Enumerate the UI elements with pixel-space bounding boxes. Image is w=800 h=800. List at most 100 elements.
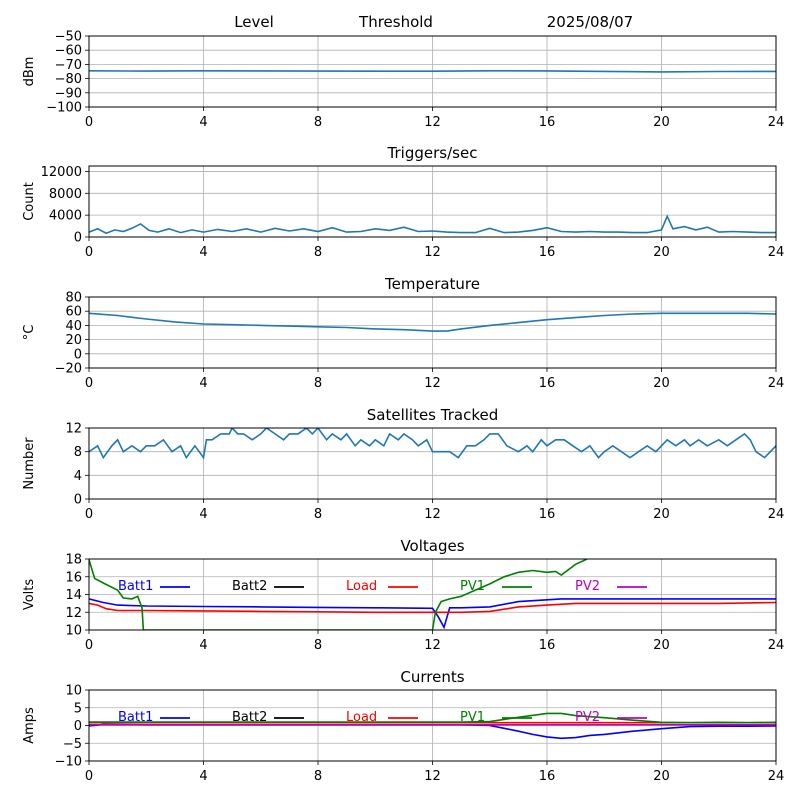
header-level: Level [234,13,274,31]
y-tick-label: 16 [65,570,82,585]
series-line-pv1 [89,712,776,724]
x-tick-label: 4 [199,507,207,522]
x-tick-label: 0 [85,376,93,391]
x-tick-label: 16 [539,638,556,653]
plot-frame [88,165,777,238]
x-tick-label: 4 [199,115,207,130]
series-line [89,214,776,235]
chart-title: Temperature [384,275,480,293]
series-line-pv1 [89,559,588,630]
legend-label: Batt1 [118,579,153,594]
y-tick-label: 4000 [49,209,82,224]
y-axis-label: Count [22,182,37,221]
plot-frame [88,427,777,500]
header-date: 2025/08/07 [547,13,633,31]
chart-title: Voltages [400,537,464,555]
x-tick-label: 0 [85,769,93,784]
series-line [89,312,776,332]
header-threshold: Threshold [358,13,433,31]
legend-label: PV1 [460,579,485,594]
y-tick-label: −100 [46,101,82,116]
y-tick-label: −10 [55,755,82,770]
x-tick-label: 8 [314,245,322,260]
x-tick-label: 20 [653,115,670,130]
x-tick-label: 16 [539,376,556,391]
y-tick-label: 0 [74,493,82,508]
x-tick-label: 0 [85,507,93,522]
x-tick-label: 8 [314,376,322,391]
x-tick-label: 20 [653,638,670,653]
y-tick-label: 12 [65,422,82,437]
y-tick-label: 5 [74,701,82,716]
y-axis-label: Amps [22,707,37,744]
x-tick-label: 0 [85,638,93,653]
y-tick-label: 8 [74,445,82,460]
x-tick-label: 12 [424,376,441,391]
y-axis-label: °C [22,325,37,341]
chart-title: Triggers/sec [387,144,478,162]
x-tick-label: 16 [539,769,556,784]
y-tick-label: 0 [74,719,82,734]
y-tick-label: 4 [74,469,82,484]
series-line [89,428,776,460]
x-tick-label: 24 [768,115,785,130]
y-tick-label: 18 [65,553,82,568]
chart-panel: −10 −5 0 5 10 0 4 8 12 16 20 24 Currents Amps Batt1 Bat… [22,668,784,784]
x-tick-label: 8 [314,115,322,130]
x-tick-label: 16 [539,245,556,260]
y-tick-label: 12000 [41,165,82,180]
x-tick-label: 24 [768,245,785,260]
x-tick-label: 0 [85,115,93,130]
plot-frame [88,558,777,631]
legend-label: Batt1 [118,710,153,725]
legend-label: Load [346,579,377,594]
chart-panel: 10 12 14 16 18 0 4 8 12 16 20 24 Voltages Volts Batt1 B… [22,537,784,653]
legend-label: Batt2 [232,579,267,594]
y-tick-label: 40 [65,319,82,334]
x-tick-label: 12 [424,115,441,130]
x-tick-label: 0 [85,245,93,260]
y-tick-label: −60 [55,44,82,59]
y-tick-label: −5 [63,737,82,752]
y-tick-label: −70 [55,58,82,73]
y-tick-label: 20 [65,333,82,348]
x-tick-label: 24 [768,507,785,522]
y-tick-label: −20 [55,362,82,377]
y-tick-label: 0 [74,347,82,362]
y-tick-label: 14 [65,588,82,603]
legend-label: PV2 [575,710,600,725]
x-tick-label: 24 [768,638,785,653]
y-axis-label: Number [22,437,37,490]
x-tick-label: 4 [199,376,207,391]
series-line [89,69,776,73]
y-tick-label: 60 [65,305,82,320]
y-tick-label: 80 [65,291,82,306]
y-tick-label: −80 [55,72,82,87]
x-tick-label: 12 [424,245,441,260]
plot-frame [88,689,777,762]
x-tick-label: 12 [424,638,441,653]
x-tick-label: 24 [768,376,785,391]
y-tick-label: 8000 [49,187,82,202]
x-tick-label: 24 [768,769,785,784]
x-tick-label: 20 [653,376,670,391]
x-tick-label: 12 [424,769,441,784]
series-line-load [89,601,776,614]
x-tick-label: 4 [199,638,207,653]
x-tick-label: 20 [653,245,670,260]
chart-panel: 0 4 8 12 0 4 8 12 16 20 24 Satellites Tracked Number [22,406,784,522]
plot-frame [88,35,777,108]
y-tick-label: 12 [65,606,82,621]
legend-label: PV2 [575,579,600,594]
y-tick-label: 10 [65,624,82,639]
legend-label: PV1 [460,710,485,725]
x-tick-label: 16 [539,115,556,130]
x-tick-label: 4 [199,245,207,260]
chart-title: Satellites Tracked [367,406,498,424]
y-tick-label: 0 [74,231,82,246]
y-tick-label: −50 [55,30,82,45]
x-tick-label: 20 [653,507,670,522]
